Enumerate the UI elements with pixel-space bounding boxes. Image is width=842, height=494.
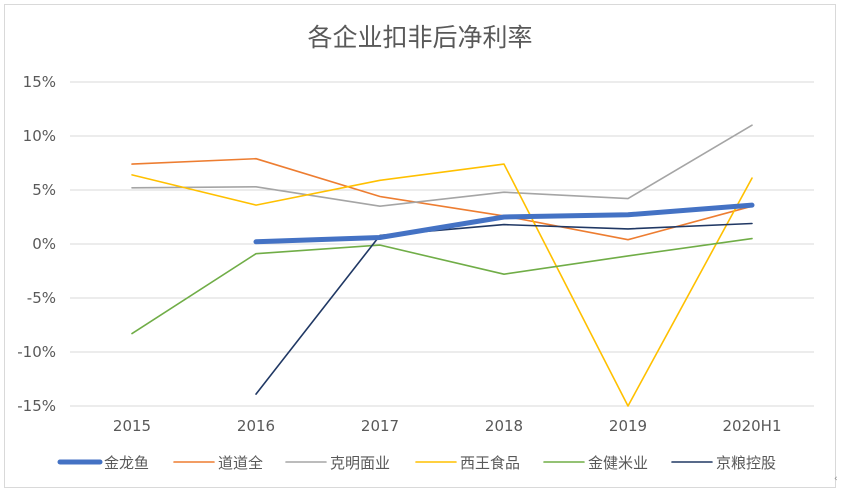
series-lines [131, 124, 755, 407]
series-line-0 [253, 202, 755, 245]
y-axis-ticks: 15% 10% 5% 0% -5% -10% -15% [17, 73, 56, 415]
chart-title: 各企业扣非后净利率 [307, 23, 532, 52]
y-tick-label: 0% [32, 235, 56, 253]
series-line-3 [131, 163, 753, 407]
legend-label: 金龙鱼 [104, 454, 149, 472]
gridlines [70, 81, 814, 407]
x-axis-ticks: 2015 2016 2017 2018 2019 2020H1 [113, 417, 782, 435]
y-tick-label: 5% [32, 181, 56, 199]
x-tick-label: 2017 [361, 417, 399, 435]
y-tick-label: 15% [23, 73, 56, 91]
series-line-1 [131, 157, 753, 241]
legend: 金龙鱼 道道全 克明面业 西王食品 金健米业 京粮控股 [57, 454, 776, 472]
legend-label: 金健米业 [588, 454, 648, 472]
legend-label: 克明面业 [330, 454, 390, 472]
y-tick-label: 10% [23, 127, 56, 145]
x-tick-label: 2020H1 [723, 417, 782, 435]
legend-label: 京粮控股 [716, 454, 776, 472]
legend-label: 西王食品 [460, 454, 520, 472]
x-tick-label: 2016 [237, 417, 275, 435]
series-line-4 [131, 237, 753, 335]
series-line-5 [255, 222, 753, 395]
y-tick-label: -5% [27, 289, 56, 307]
x-tick-label: 2018 [485, 417, 523, 435]
y-tick-label: -10% [17, 343, 56, 361]
x-tick-label: 2015 [113, 417, 151, 435]
series-line-2 [131, 124, 753, 207]
legend-label: 道道全 [218, 454, 263, 472]
y-tick-label: -15% [17, 397, 56, 415]
corner-mark: ‹ [834, 474, 838, 484]
x-tick-label: 2019 [609, 417, 647, 435]
